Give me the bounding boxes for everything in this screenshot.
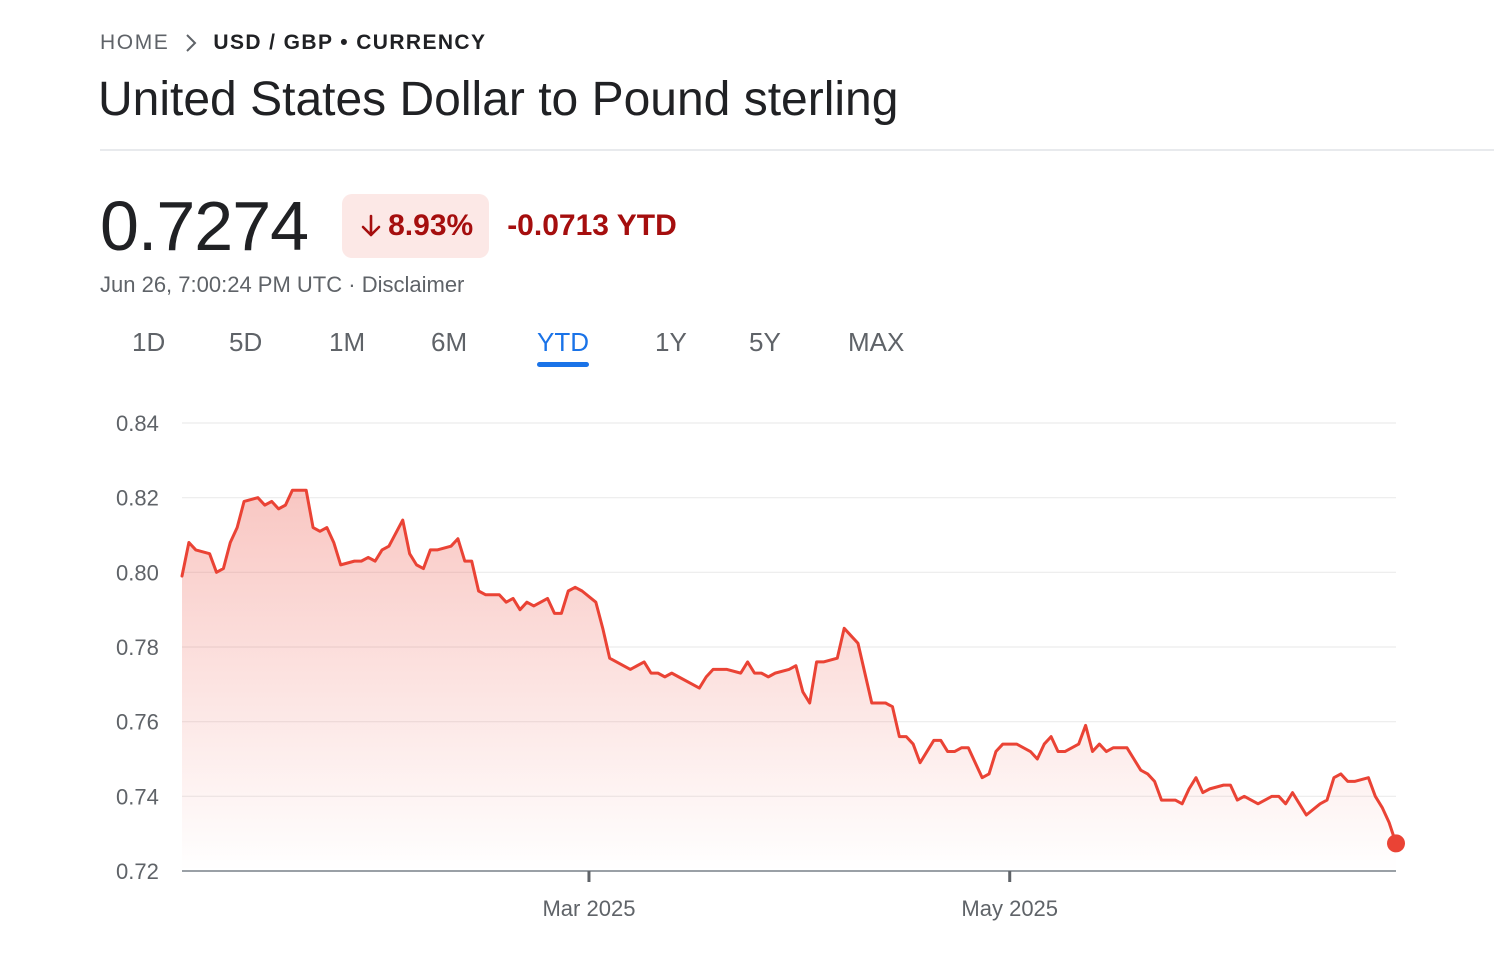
- breadcrumb-home-link[interactable]: HOME: [100, 31, 170, 54]
- tab-5y[interactable]: 5Y: [749, 327, 781, 357]
- timestamp-separator: ·: [348, 272, 356, 297]
- chevron-right-icon: [186, 34, 197, 52]
- y-tick-label: 0.82: [116, 486, 159, 511]
- y-tick-label: 0.72: [116, 859, 159, 884]
- page-title: United States Dollar to Pound sterling: [98, 73, 899, 126]
- breadcrumb: HOME USD / GBP • CURRENCY: [100, 31, 486, 55]
- price-chart-svg: 0.84 0.82 0.80 0.78 0.76 0.74 0.72 Mar 2025 May …: [116, 411, 1405, 921]
- x-tick-label: May 2025: [961, 896, 1058, 921]
- current-price: 0.7274: [100, 187, 309, 265]
- arrow-down-icon: [361, 214, 381, 237]
- tab-1d[interactable]: 1D: [132, 327, 166, 357]
- change-percent-badge: 8.93%: [342, 194, 490, 258]
- quote-timestamp-row: Jun 26, 7:00:24 PM UTC · Disclaimer: [100, 272, 464, 298]
- disclaimer-link[interactable]: Disclaimer: [361, 272, 465, 297]
- price-line: [180, 488, 1398, 845]
- y-tick-label: 0.78: [116, 635, 159, 660]
- header-divider: [100, 149, 1494, 151]
- x-tick-label: Mar 2025: [542, 896, 635, 921]
- change-absolute: -0.0713 YTD: [507, 209, 677, 242]
- tab-1y[interactable]: 1Y: [655, 327, 687, 357]
- quote-row: 0.7274 8.93% -0.0713 YTD: [100, 186, 677, 266]
- tab-ytd[interactable]: YTD: [537, 320, 589, 370]
- tab-1m[interactable]: 1M: [329, 327, 366, 357]
- tab-max[interactable]: MAX: [848, 327, 905, 357]
- y-tick-label: 0.74: [116, 784, 159, 809]
- last-price-marker: [1387, 834, 1405, 853]
- y-tick-label: 0.76: [116, 710, 159, 735]
- active-tab-indicator: [537, 362, 589, 367]
- change-percent: 8.93%: [388, 209, 474, 242]
- tab-6m[interactable]: 6M: [431, 327, 468, 357]
- y-tick-label: 0.84: [116, 411, 159, 436]
- y-tick-label: 0.80: [116, 560, 159, 585]
- breadcrumb-current: USD / GBP • CURRENCY: [213, 31, 487, 54]
- price-area-fill: [182, 490, 1396, 871]
- price-chart[interactable]: 0.84 0.82 0.80 0.78 0.76 0.74 0.72 Mar 2025 May …: [0, 380, 1494, 960]
- quote-timestamp: Jun 26, 7:00:24 PM UTC: [100, 272, 343, 297]
- tab-5d[interactable]: 5D: [229, 327, 263, 357]
